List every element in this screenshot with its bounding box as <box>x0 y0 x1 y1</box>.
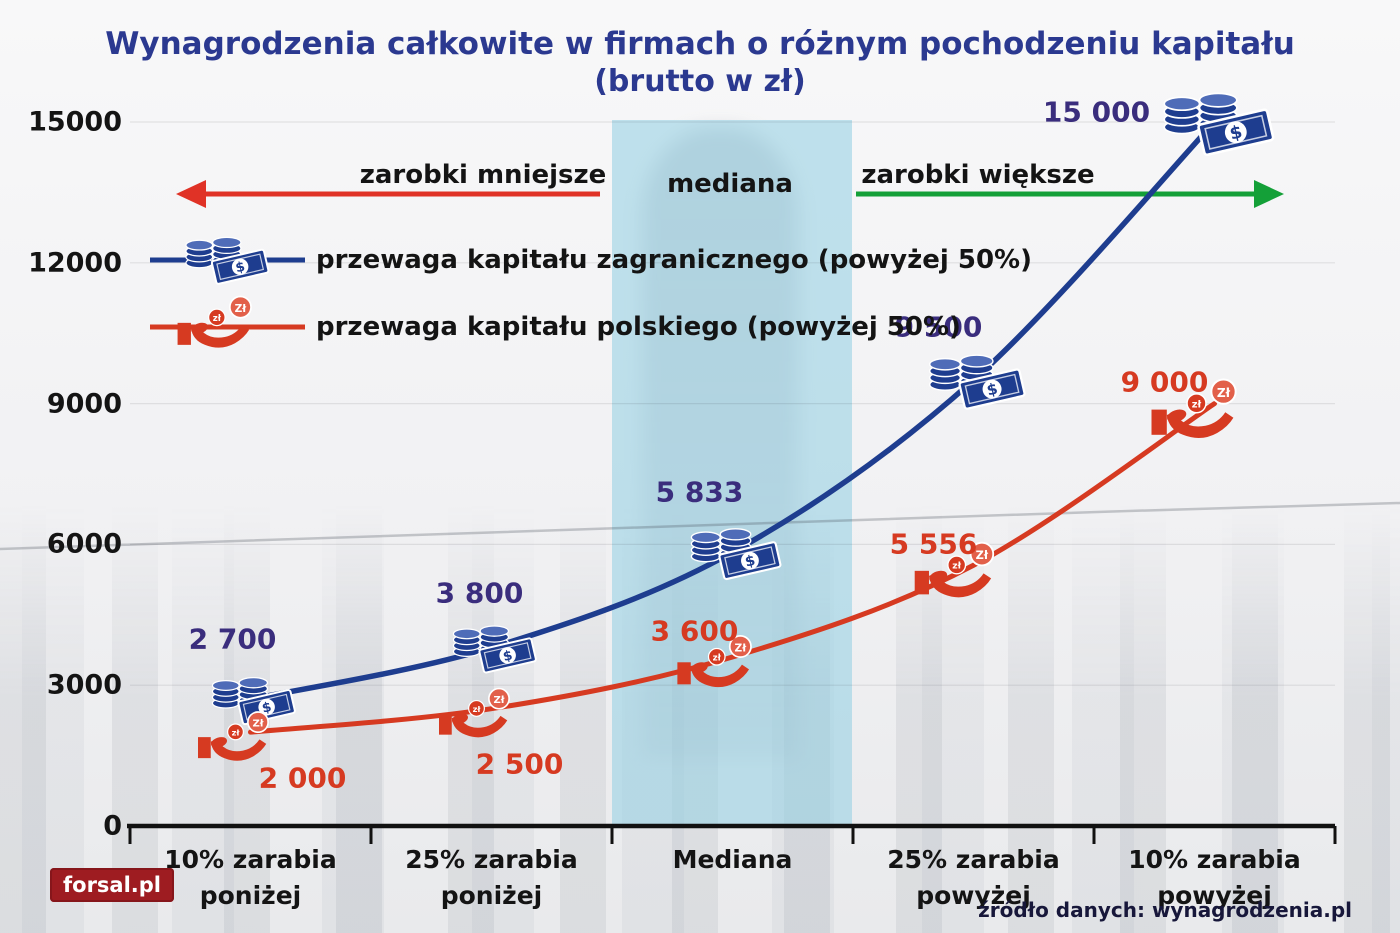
hand-coins-icon <box>1150 378 1237 440</box>
money-coins-icon <box>184 236 270 286</box>
hand-coins-icon <box>913 541 995 599</box>
money-coins-icon <box>690 527 782 581</box>
hand-coins-icon <box>176 295 252 349</box>
annotation-earnings-larger: zarobki większe <box>861 160 1095 190</box>
median-highlight-band <box>612 120 852 827</box>
tightrope-wire <box>0 501 1400 551</box>
annotation-earnings-smaller: zarobki mniejsze <box>359 160 607 190</box>
forsal-logo: forsal.pl <box>50 868 174 902</box>
chart-subtitle: (brutto w zł) <box>594 64 806 99</box>
chart-title: Wynagrodzenia całkowite w firmach o różn… <box>105 26 1295 62</box>
annotation-median: mediana <box>667 169 793 199</box>
data-source-text: źródło danych: wynagrodzenia.pl <box>978 898 1352 922</box>
money-coins-icon <box>1162 92 1275 157</box>
forsal-logo-text: forsal.pl <box>63 873 161 897</box>
money-coins-icon <box>928 354 1027 411</box>
legend-item-foreign-capital: przewaga kapitału zagranicznego (powyżej… <box>316 245 1032 275</box>
hand-coins-icon <box>197 711 269 762</box>
series-line-foreign <box>247 119 1218 703</box>
money-coins-icon <box>452 624 538 674</box>
arrow-larger-head-icon <box>1254 180 1284 208</box>
arrow-smaller-head-icon <box>176 180 206 208</box>
legend-item-polish-capital: przewaga kapitału polskiego (powyżej 50%… <box>316 312 961 342</box>
hand-coins-icon <box>676 635 752 689</box>
